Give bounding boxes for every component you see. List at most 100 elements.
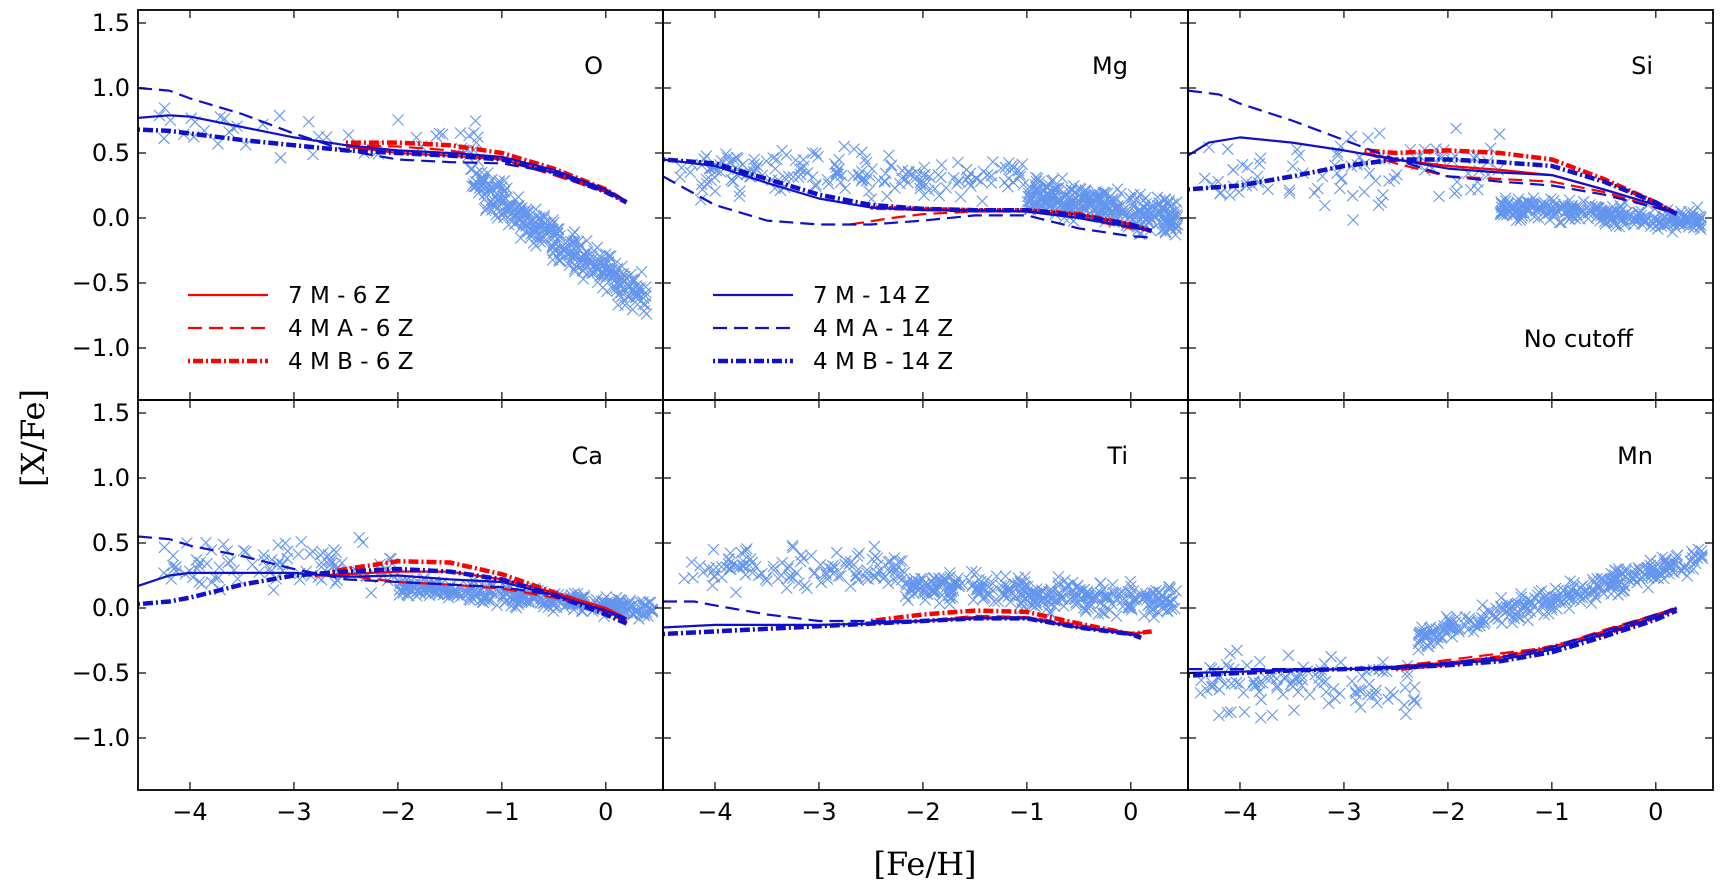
observation-marker <box>1100 589 1113 602</box>
observation-marker <box>1519 203 1532 215</box>
panel-o: 1.5 1.0 0.5 0.0 −0.5 −1.0 O 7 M - 6 Z 4 M A - 6 … <box>72 9 664 401</box>
observation-marker <box>588 258 601 271</box>
observation-marker <box>685 556 698 569</box>
observation-marker <box>600 590 613 603</box>
observation-marker <box>477 595 489 608</box>
observation-marker <box>1582 212 1595 225</box>
observation-marker <box>525 230 538 243</box>
observation-marker <box>914 179 927 191</box>
observation-marker <box>914 176 927 189</box>
observation-marker <box>933 597 946 610</box>
observation-marker <box>1206 680 1219 693</box>
observation-marker <box>519 208 532 220</box>
observation-marker <box>217 538 230 551</box>
observation-marker <box>700 173 713 186</box>
observation-marker <box>1001 584 1014 596</box>
observation-marker <box>1290 670 1303 683</box>
observation-marker <box>722 558 735 570</box>
observation-marker <box>915 572 927 585</box>
observation-marker <box>183 565 196 577</box>
observation-marker <box>1691 552 1704 565</box>
element-label-o: O <box>584 52 603 80</box>
observation-marker <box>1475 611 1488 624</box>
observation-marker <box>834 569 847 582</box>
series-line <box>663 157 1153 234</box>
observation-marker <box>1151 191 1164 204</box>
observation-marker <box>1417 629 1430 642</box>
observation-marker <box>1058 574 1071 587</box>
observation-marker <box>519 205 532 218</box>
observation-marker <box>1138 609 1151 622</box>
observation-marker <box>469 590 482 602</box>
observation-marker <box>933 578 946 591</box>
x-tick-label: −2 <box>1430 798 1465 826</box>
observation-marker <box>902 176 914 189</box>
observation-marker <box>629 291 642 303</box>
observation-marker <box>267 584 280 597</box>
observation-marker <box>1253 655 1266 668</box>
observation-marker <box>599 248 612 261</box>
observation-marker <box>1155 224 1167 237</box>
observation-marker <box>720 148 732 161</box>
series-line <box>138 566 628 626</box>
observation-marker <box>1586 200 1599 213</box>
observation-marker <box>944 582 957 594</box>
observation-marker <box>1200 684 1213 697</box>
observation-marker <box>1369 688 1382 701</box>
observation-marker <box>839 558 852 571</box>
observation-marker <box>917 586 929 598</box>
observation-marker <box>1277 688 1289 701</box>
observation-marker <box>938 572 951 585</box>
observation-marker <box>258 554 271 567</box>
legend-label: 7 M - 6 Z <box>288 283 390 309</box>
observation-marker <box>634 595 646 608</box>
observation-marker <box>315 561 328 573</box>
observation-marker <box>613 594 626 606</box>
observation-marker <box>1399 681 1412 694</box>
observation-marker <box>599 263 611 276</box>
observation-marker <box>954 190 967 203</box>
observation-marker <box>1656 551 1669 564</box>
observation-marker <box>357 536 369 549</box>
x-tick-label: −2 <box>905 798 940 826</box>
observation-marker <box>938 574 951 587</box>
observation-marker <box>1640 210 1652 223</box>
observation-marker <box>1286 160 1299 173</box>
observation-marker <box>471 167 483 180</box>
observation-marker <box>1164 208 1177 221</box>
observation-marker <box>1347 214 1360 226</box>
observation-marker <box>967 594 980 606</box>
observation-marker <box>1153 585 1165 598</box>
observation-marker <box>859 152 872 165</box>
observation-marker <box>856 174 868 187</box>
observation-marker <box>342 129 355 142</box>
observation-marker <box>1527 192 1540 204</box>
observation-marker <box>767 152 780 164</box>
observation-marker <box>1110 610 1123 623</box>
observation-marker <box>611 262 624 275</box>
observation-marker <box>1283 184 1296 197</box>
observation-marker <box>1333 182 1346 195</box>
observation-marker <box>1107 587 1120 599</box>
observation-marker <box>1025 182 1038 195</box>
observation-marker <box>884 566 896 579</box>
observation-marker <box>1686 552 1699 564</box>
observation-marker <box>430 130 443 143</box>
observation-marker <box>838 140 851 153</box>
observation-marker <box>273 109 286 122</box>
observation-marker <box>1694 212 1707 224</box>
observation-marker <box>568 226 581 238</box>
observation-marker <box>1629 213 1642 226</box>
observation-marker <box>783 170 795 183</box>
observation-marker <box>557 240 569 253</box>
observation-marker <box>1221 706 1234 719</box>
observation-marker <box>1224 706 1237 719</box>
observation-marker <box>868 540 881 553</box>
observation-marker <box>878 175 891 187</box>
element-label-mg: Mg <box>1092 52 1128 80</box>
observation-marker <box>1043 192 1056 205</box>
observation-marker <box>700 150 713 162</box>
observation-marker <box>1107 205 1120 218</box>
observation-marker <box>1059 198 1072 210</box>
observation-marker <box>944 592 956 605</box>
